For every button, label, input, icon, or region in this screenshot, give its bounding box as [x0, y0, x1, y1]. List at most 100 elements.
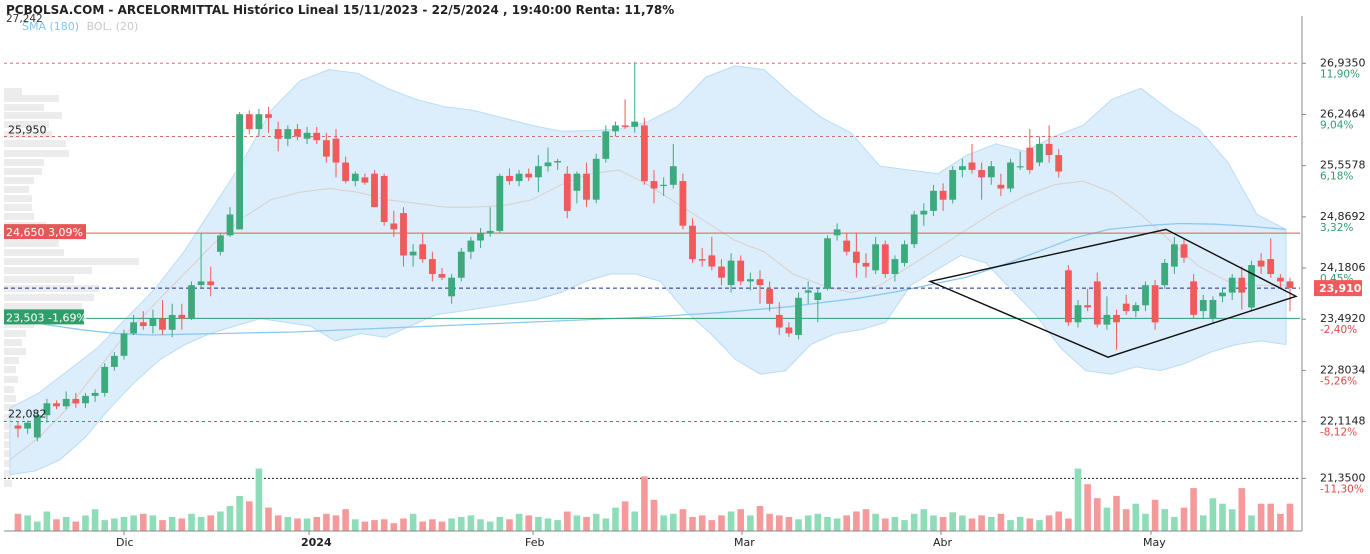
- volume-bar: [795, 519, 802, 531]
- candle-body: [207, 281, 215, 286]
- profile-bar: [4, 150, 69, 157]
- volume-bar: [1151, 499, 1159, 531]
- profile-bar: [4, 104, 44, 111]
- volume-bar: [573, 515, 581, 531]
- candle-body: [53, 403, 60, 407]
- y-tick-label: 26,9350: [1320, 56, 1366, 69]
- candle-body: [727, 260, 735, 286]
- candle-body: [1248, 265, 1255, 308]
- volume-bar: [554, 520, 561, 531]
- profile-bar: [4, 177, 34, 184]
- volume-bar: [120, 517, 128, 531]
- candle-body: [959, 166, 966, 170]
- volume-bar: [1026, 518, 1034, 531]
- chart-title: PCBOLSA.COM - ARCELORMITTAL Histórico Li…: [6, 3, 675, 17]
- volume-bar: [891, 517, 899, 531]
- candle-body: [120, 333, 128, 356]
- candle-body: [756, 279, 764, 286]
- profile-bar: [4, 258, 139, 265]
- volume-bar: [1007, 520, 1014, 531]
- volume-bar: [400, 518, 407, 531]
- profile-bar: [4, 112, 62, 119]
- candle-body: [843, 240, 851, 252]
- profile-bar: [4, 480, 12, 487]
- x-tick-label: Feb: [525, 536, 544, 549]
- level-labels: 27,242 24,650 3,09% 23,503 -1,69% 25,950 22,…: [4, 13, 1369, 421]
- profile-bar: [4, 159, 44, 166]
- y-tick-pct: 3,32%: [1320, 222, 1353, 234]
- volume-bar: [1219, 503, 1226, 531]
- volume-bar: [1209, 498, 1217, 531]
- volume-bar: [901, 520, 908, 531]
- candle-body: [496, 175, 504, 231]
- candle-body: [862, 262, 870, 267]
- candle-body: [197, 281, 205, 286]
- candle-body: [1026, 147, 1034, 170]
- candle-body: [217, 235, 224, 252]
- candle-body: [1093, 281, 1101, 325]
- candle-body: [592, 158, 600, 200]
- volume-bar: [149, 515, 157, 531]
- candle-body: [804, 290, 812, 293]
- candle-body: [718, 266, 725, 278]
- candle-body: [101, 366, 109, 393]
- candle-body: [833, 229, 841, 236]
- candle-body: [997, 184, 1005, 189]
- volume-bar: [939, 517, 947, 531]
- volume-bar: [525, 515, 532, 531]
- candle-body: [766, 288, 773, 304]
- volume-bar: [91, 509, 99, 531]
- candle-body: [477, 233, 484, 241]
- y-tick-pct: -8,12%: [1320, 427, 1357, 439]
- candle-body: [361, 177, 369, 183]
- candle-body: [602, 131, 610, 159]
- y-tick-label: 23,4920: [1320, 312, 1366, 325]
- profile-bar: [4, 140, 66, 147]
- volume-bar: [1248, 515, 1255, 531]
- candle-body: [708, 255, 716, 267]
- volume-bar: [448, 518, 455, 531]
- candle-body: [1219, 292, 1226, 297]
- candle-body: [621, 125, 629, 127]
- volume-bar: [872, 513, 879, 531]
- candle-body: [226, 214, 234, 236]
- volume-bar: [959, 515, 966, 531]
- profile-bar: [4, 441, 12, 448]
- volume-bar: [159, 520, 166, 531]
- candle-body: [824, 238, 831, 289]
- green-level-box: [4, 309, 84, 325]
- candle-body: [1113, 314, 1120, 323]
- volume-bar: [486, 521, 494, 531]
- volume-bar: [111, 518, 118, 531]
- y-tick-pct: 6,18%: [1320, 171, 1353, 183]
- volume-bar: [592, 513, 600, 531]
- candle-body: [323, 140, 330, 157]
- volume-bar: [1142, 513, 1149, 531]
- candle-body: [265, 114, 272, 118]
- candle-body: [24, 422, 31, 429]
- volume-bar: [814, 513, 822, 531]
- volume-bar: [506, 519, 513, 531]
- diamond-shape: [927, 228, 1298, 358]
- candle-body: [612, 125, 619, 132]
- y-tick-label: 26,2464: [1320, 107, 1366, 120]
- volume-bar: [853, 511, 860, 531]
- candle-body: [390, 223, 398, 230]
- bollinger-legend: BOL. (20): [86, 20, 139, 33]
- volume-bar: [737, 509, 744, 531]
- candle-body: [284, 129, 292, 139]
- volume-bar: [1103, 507, 1111, 531]
- volume-bar: [602, 518, 610, 531]
- volume-bar: [930, 515, 937, 531]
- candle-body: [775, 314, 783, 328]
- candle-body: [1065, 270, 1072, 323]
- candle-body: [1286, 281, 1294, 289]
- candle-body: [650, 181, 658, 189]
- volume-bar: [988, 517, 995, 531]
- volume-bar: [53, 519, 60, 531]
- volume-bar: [82, 515, 89, 531]
- profile-bar: [4, 376, 18, 383]
- candle-body: [380, 175, 388, 222]
- candle-body: [814, 292, 822, 300]
- green-level-label: 23,503 -1,69%: [6, 311, 87, 324]
